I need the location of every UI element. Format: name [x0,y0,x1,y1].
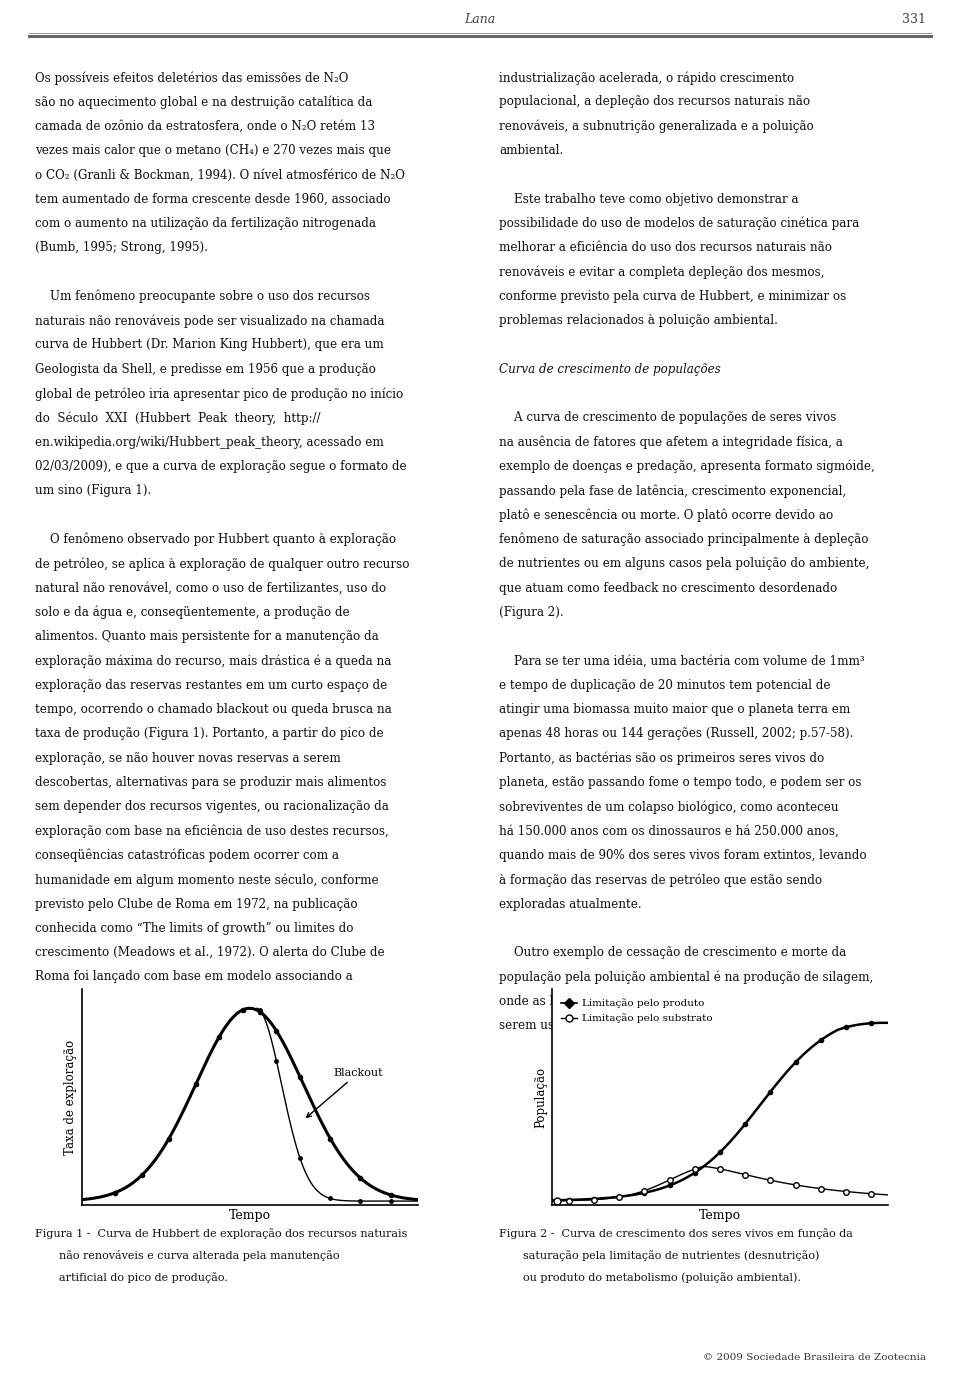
Text: exploração, se não houver novas reservas a serem: exploração, se não houver novas reservas… [35,752,340,765]
Text: Figura 1 -  Curva de Hubbert de exploração dos recursos naturais: Figura 1 - Curva de Hubbert de exploraçã… [35,1229,407,1240]
Text: Geologista da Shell, e predisse em 1956 que a produção: Geologista da Shell, e predisse em 1956 … [35,362,375,376]
Text: sem depender dos recursos vigentes, ou racionalização da: sem depender dos recursos vigentes, ou r… [35,800,389,814]
Y-axis label: População: População [535,1067,548,1127]
Text: Portanto, as bactérias são os primeiros seres vivos do: Portanto, as bactérias são os primeiros … [499,752,825,765]
Text: à formação das reservas de petróleo que estão sendo: à formação das reservas de petróleo que … [499,873,823,887]
Text: Para se ter uma idéia, uma bactéria com volume de 1mm³: Para se ter uma idéia, uma bactéria com … [499,655,865,667]
Text: A curva de crescimento de populações de seres vivos: A curva de crescimento de populações de … [499,411,836,425]
Text: O fenômeno observado por Hubbert quanto à exploração: O fenômeno observado por Hubbert quanto … [35,534,396,546]
Text: naturais não renováveis pode ser visualizado na chamada: naturais não renováveis pode ser visuali… [35,313,384,327]
Text: exploração máxima do recurso, mais drástica é a queda na: exploração máxima do recurso, mais drást… [35,655,391,667]
Text: ou produto do metabolismo (poluição ambiental).: ou produto do metabolismo (poluição ambi… [523,1272,801,1283]
Text: Curva de crescimento de populações: Curva de crescimento de populações [499,362,721,376]
Text: 02/03/2009), e que a curva de exploração segue o formato de: 02/03/2009), e que a curva de exploração… [35,460,406,474]
Text: atingir uma biomassa muito maior que o planeta terra em: atingir uma biomassa muito maior que o p… [499,703,851,716]
Text: que atuam como feedback no crescimento desordenado: que atuam como feedback no crescimento d… [499,581,837,595]
Text: curva de Hubbert (Dr. Marion King Hubbert), que era um: curva de Hubbert (Dr. Marion King Hubber… [35,338,383,351]
Text: problemas relacionados à poluição ambiental.: problemas relacionados à poluição ambien… [499,313,778,327]
Text: há 150.000 anos com os dinossauros e há 250.000 anos,: há 150.000 anos com os dinossauros e há … [499,825,839,837]
Text: Roma foi lançado com base em modelo associando a: Roma foi lançado com base em modelo asso… [35,971,352,983]
Text: (Figura 2).: (Figura 2). [499,606,564,618]
Text: natural não renovável, como o uso de fertilizantes, uso do: natural não renovável, como o uso de fer… [35,581,386,595]
Text: na ausência de fatores que afetem a integridade física, a: na ausência de fatores que afetem a inte… [499,436,843,449]
Text: de petróleo, se aplica à exploração de qualquer outro recurso: de petróleo, se aplica à exploração de q… [35,557,409,571]
Text: previsto pelo Clube de Roma em 1972, na publicação: previsto pelo Clube de Roma em 1972, na … [35,897,357,911]
Text: Outro exemplo de cessação de crescimento e morte da: Outro exemplo de cessação de crescimento… [499,946,847,960]
Text: Um fenômeno preocupante sobre o uso dos recursos: Um fenômeno preocupante sobre o uso dos … [35,290,370,304]
Text: melhorar a eficiência do uso dos recursos naturais não: melhorar a eficiência do uso dos recurso… [499,241,832,254]
Text: solo e da água e, conseqüentemente, a produção de: solo e da água e, conseqüentemente, a pr… [35,606,349,620]
Text: populacional, a depleção dos recursos naturais não: populacional, a depleção dos recursos na… [499,95,810,109]
Text: renováveis e evitar a completa depleção dos mesmos,: renováveis e evitar a completa depleção … [499,266,825,279]
Text: industrialização acelerada, o rápido crescimento: industrialização acelerada, o rápido cre… [499,71,794,85]
Text: tempo, ocorrendo o chamado blackout ou queda brusca na: tempo, ocorrendo o chamado blackout ou q… [35,703,392,716]
Text: conforme previsto pela curva de Hubbert, e minimizar os: conforme previsto pela curva de Hubbert,… [499,290,847,302]
Text: um sino (Figura 1).: um sino (Figura 1). [35,485,151,497]
X-axis label: Tempo: Tempo [699,1209,741,1222]
Text: de nutrientes ou em alguns casos pela poluição do ambiente,: de nutrientes ou em alguns casos pela po… [499,557,870,570]
Text: planeta, estão passando fome o tempo todo, e podem ser os: planeta, estão passando fome o tempo tod… [499,776,862,788]
Text: sobreviventes de um colapso biológico, como aconteceu: sobreviventes de um colapso biológico, c… [499,800,839,814]
Text: serem usados pelos ruminantes, com a acidez causada pelo: serem usados pelos ruminantes, com a aci… [499,1020,860,1032]
Text: com o aumento na utilização da fertilização nitrogenada: com o aumento na utilização da fertiliza… [35,217,375,230]
Text: artificial do pico de produção.: artificial do pico de produção. [59,1272,228,1283]
Text: população pela poluição ambiental é na produção de silagem,: população pela poluição ambiental é na p… [499,971,874,983]
Y-axis label: Taxa de exploração: Taxa de exploração [64,1039,78,1155]
Text: conseqüências catastróficas podem ocorrer com a: conseqüências catastróficas podem ocorre… [35,848,339,862]
Text: humanidade em algum momento neste século, conforme: humanidade em algum momento neste século… [35,873,378,887]
Text: platô e senescência ou morte. O platô ocorre devido ao: platô e senescência ou morte. O platô oc… [499,508,833,522]
Text: são no aquecimento global e na destruição catalítica da: são no aquecimento global e na destruiçã… [35,95,372,109]
Text: renováveis, a subnutrição generalizada e a poluição: renováveis, a subnutrição generalizada e… [499,120,814,134]
Text: Este trabalho teve como objetivo demonstrar a: Este trabalho teve como objetivo demonst… [499,192,799,206]
Text: taxa de produção (Figura 1). Portanto, a partir do pico de: taxa de produção (Figura 1). Portanto, a… [35,727,383,740]
Text: en.wikipedia.org/wiki/Hubbert_peak_theory, acessado em: en.wikipedia.org/wiki/Hubbert_peak_theor… [35,436,383,449]
Text: exploração das reservas restantes em um curto espaço de: exploração das reservas restantes em um … [35,678,387,692]
Text: Figura 2 -  Curva de crescimento dos seres vivos em função da: Figura 2 - Curva de crescimento dos sere… [499,1229,853,1240]
Text: exploração com base na eficiência de uso destes recursos,: exploração com base na eficiência de uso… [35,825,388,839]
Text: Lana: Lana [465,14,495,26]
Text: quando mais de 90% dos seres vivos foram extintos, levando: quando mais de 90% dos seres vivos foram… [499,848,867,862]
X-axis label: Tempo: Tempo [228,1209,271,1222]
Text: crescimento (Meadows et al., 1972). O alerta do Clube de: crescimento (Meadows et al., 1972). O al… [35,946,384,960]
Text: global de petróleo iria apresentar pico de produção no início: global de petróleo iria apresentar pico … [35,387,403,401]
Text: exemplo de doenças e predação, apresenta formato sigmóide,: exemplo de doenças e predação, apresenta… [499,460,875,474]
Text: alimentos. Quanto mais persistente for a manutenção da: alimentos. Quanto mais persistente for a… [35,630,378,644]
Text: camada de ozônio da estratosfera, onde o N₂O retém 13: camada de ozônio da estratosfera, onde o… [35,120,374,132]
Text: saturação pela limitação de nutrientes (desnutrição): saturação pela limitação de nutrientes (… [523,1251,820,1261]
Text: e tempo de duplicação de 20 minutos tem potencial de: e tempo de duplicação de 20 minutos tem … [499,678,830,692]
Text: apenas 48 horas ou 144 gerações (Russell, 2002; p.57-58).: apenas 48 horas ou 144 gerações (Russell… [499,727,853,740]
Text: 331: 331 [902,14,926,26]
Text: Blackout: Blackout [306,1068,383,1117]
Text: onde as bactérias morrem e os nutrientes conservam para: onde as bactérias morrem e os nutrientes… [499,995,853,1009]
Text: conhecida como “The limits of growth” ou limites do: conhecida como “The limits of growth” ou… [35,922,353,935]
Text: o CO₂ (Granli & Bockman, 1994). O nível atmosférico de N₂O: o CO₂ (Granli & Bockman, 1994). O nível … [35,169,404,181]
Text: do  Século  XXI  (Hubbert  Peak  theory,  http://: do Século XXI (Hubbert Peak theory, http… [35,411,320,425]
Text: passando pela fase de latência, crescimento exponencial,: passando pela fase de latência, crescime… [499,485,847,497]
Legend: Limitação pelo produto, Limitação pelo substrato: Limitação pelo produto, Limitação pelo s… [557,995,717,1028]
Text: não renováveis e curva alterada pela manutenção: não renováveis e curva alterada pela man… [59,1251,339,1261]
Text: exploradas atualmente.: exploradas atualmente. [499,897,642,911]
Text: descobertas, alternativas para se produzir mais alimentos: descobertas, alternativas para se produz… [35,776,386,788]
Text: fenômeno de saturação associado principalmente à depleção: fenômeno de saturação associado principa… [499,534,869,546]
Text: ambiental.: ambiental. [499,143,564,157]
Text: Os possíveis efeitos deletérios das emissões de N₂O: Os possíveis efeitos deletérios das emis… [35,71,348,85]
Text: © 2009 Sociedade Brasileira de Zootecnia: © 2009 Sociedade Brasileira de Zootecnia [704,1354,926,1362]
Text: tem aumentado de forma crescente desde 1960, associado: tem aumentado de forma crescente desde 1… [35,192,390,206]
Text: possibilidade do uso de modelos de saturação cinética para: possibilidade do uso de modelos de satur… [499,217,859,230]
Text: vezes mais calor que o metano (CH₄) e 270 vezes mais que: vezes mais calor que o metano (CH₄) e 27… [35,143,391,157]
Text: (Bumb, 1995; Strong, 1995).: (Bumb, 1995; Strong, 1995). [35,241,207,254]
